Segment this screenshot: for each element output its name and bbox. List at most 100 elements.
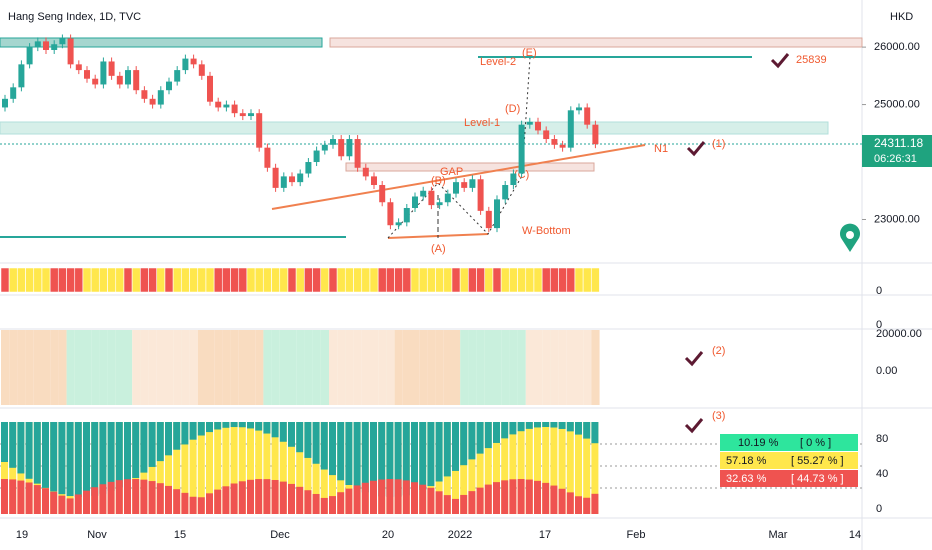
pane-label: 80 — [876, 433, 888, 445]
candle — [289, 176, 295, 183]
candle — [494, 199, 500, 229]
x-tick-label: 14 — [849, 529, 861, 541]
hist-bar — [263, 422, 271, 434]
hist-bar — [484, 422, 492, 514]
strip-cell — [181, 267, 190, 293]
hist-bar — [493, 422, 500, 514]
hist-bar — [140, 422, 148, 473]
candle — [477, 179, 484, 211]
hist-bar — [173, 422, 181, 514]
x-tick-label: 17 — [539, 529, 551, 541]
hist-bar — [115, 480, 123, 514]
x-tick-label: 2022 — [448, 529, 472, 541]
osc-bg — [452, 330, 461, 405]
hist-bar — [484, 484, 492, 514]
strip-cell — [492, 267, 502, 293]
strip-cell — [17, 267, 26, 293]
strip-cell — [353, 267, 362, 293]
candle — [223, 104, 230, 108]
osc-bg — [173, 330, 182, 405]
hist-bar — [468, 491, 476, 514]
osc-bg — [74, 330, 83, 405]
hist-bar — [33, 422, 41, 484]
strip-cell — [476, 267, 485, 293]
hist-bar — [1, 422, 8, 462]
candle — [354, 139, 361, 168]
hist-bar — [402, 480, 410, 514]
hist-bar — [230, 422, 238, 428]
hist-bar — [181, 422, 189, 514]
osc-bg — [312, 330, 321, 405]
hist-bar — [148, 422, 156, 467]
candle — [67, 38, 74, 65]
candle — [264, 147, 271, 168]
hist-bar — [501, 422, 509, 439]
osc-bg — [255, 330, 264, 405]
strip-cell — [164, 267, 174, 293]
candle — [272, 167, 279, 188]
hist-bar — [460, 494, 468, 514]
osc-bg — [394, 330, 403, 405]
pane-label: 0.00 — [876, 365, 897, 377]
osc-bg — [1, 330, 10, 405]
stat-box — [720, 434, 858, 451]
hist-bar — [214, 422, 222, 514]
strip-cell — [591, 267, 600, 293]
candle — [231, 104, 238, 114]
osc-bg — [353, 330, 362, 405]
candle — [59, 38, 66, 45]
hist-bar — [320, 422, 328, 470]
strip-cell — [8, 267, 18, 293]
strip-cell — [386, 267, 395, 293]
hist-bar — [517, 422, 525, 432]
hist-bar — [411, 422, 418, 494]
check — [686, 141, 706, 157]
hist-bar — [9, 422, 17, 468]
stat-bracket: [ 0 % ] — [800, 437, 831, 449]
hist-bar — [263, 422, 271, 514]
location-marker-dot — [846, 231, 854, 239]
candle — [248, 113, 254, 117]
hist-bar — [484, 422, 492, 449]
osc-bg — [329, 330, 338, 405]
hist-bar — [91, 487, 99, 514]
strip-cell — [533, 267, 543, 293]
osc-bg — [370, 330, 379, 405]
candle — [133, 70, 140, 91]
hist-bar — [402, 422, 410, 496]
osc-bg — [33, 330, 42, 405]
hist-bar — [468, 422, 476, 514]
annotation: (E) — [522, 47, 537, 59]
candle — [395, 222, 402, 226]
strip-cell — [459, 267, 469, 293]
hist-bar — [238, 422, 246, 428]
hist-bar — [66, 422, 74, 497]
strip-cell — [295, 267, 305, 293]
candle — [280, 176, 287, 188]
strip-cell — [377, 267, 387, 293]
strip-cell — [148, 267, 157, 293]
hist-bar — [1, 479, 8, 514]
stat-pct: 10.19 % — [738, 437, 779, 449]
osc-bg — [575, 330, 584, 405]
candle — [444, 193, 451, 203]
hist-bar — [394, 422, 402, 497]
hist-bar — [345, 422, 353, 485]
candle — [543, 130, 550, 140]
strip-cell — [287, 267, 297, 293]
hist-bar — [132, 479, 140, 514]
hist-bar — [296, 422, 304, 453]
strip-cell — [58, 267, 67, 293]
candle — [592, 124, 599, 145]
strip-cell — [574, 267, 584, 293]
osc-bg — [402, 330, 411, 405]
hist-bar — [419, 484, 427, 514]
hist-bar — [148, 422, 156, 514]
hist-bar — [296, 422, 304, 514]
strip-cell — [263, 267, 272, 293]
osc-bg — [238, 330, 247, 405]
pane-label: 40 — [876, 468, 888, 480]
hist-bar — [148, 481, 156, 514]
annotation: (A) — [431, 243, 446, 255]
